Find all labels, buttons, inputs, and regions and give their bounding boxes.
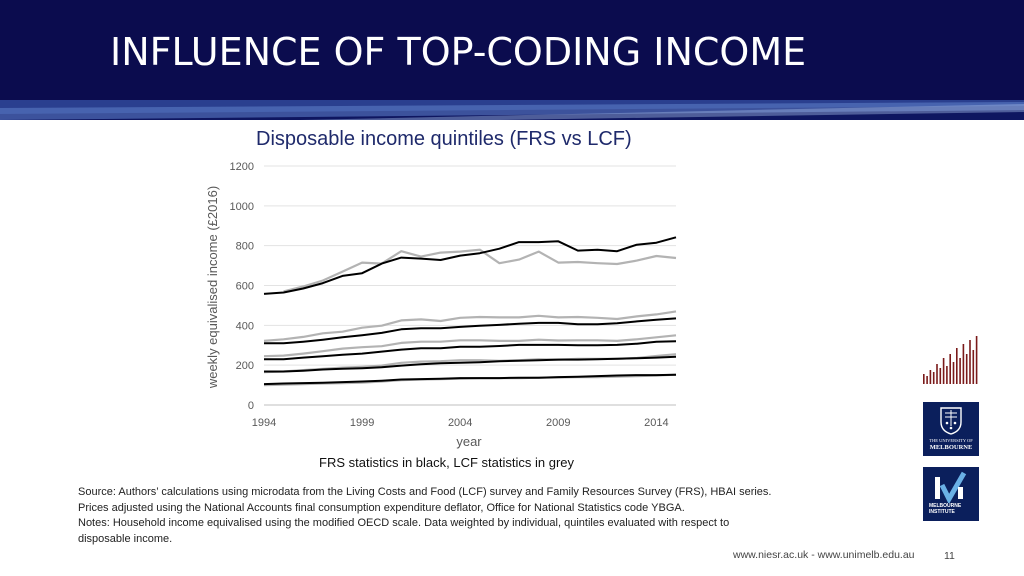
- um-line1: THE UNIVERSITY OF: [929, 438, 973, 443]
- y-tick-label: 1000: [230, 201, 254, 213]
- tick-labels: 0 200 400 600 800 1000 1200 1994 1999 2004 2009 201…: [230, 161, 669, 429]
- crest-icon: [940, 407, 962, 435]
- x-tick-label: 2004: [448, 417, 472, 429]
- decorative-stripe: [0, 100, 1024, 120]
- lcf-series-line: [283, 248, 677, 293]
- chart-heading: Disposable income quintiles (FRS vs LCF): [256, 128, 632, 150]
- y-tick-label: 600: [236, 281, 254, 293]
- source-notes: Source: Authors’ calculations using micr…: [78, 485, 838, 547]
- x-tick-label: 2014: [644, 417, 668, 429]
- frs-series-line: [264, 340, 677, 361]
- line-chart: 0 200 400 600 800 1000 1200 1994 1999 2004 2009 201…: [205, 161, 677, 470]
- niesr-logo: [923, 336, 978, 384]
- university-of-melbourne-logo: THE UNIVERSITY OF MELBOURNE: [923, 402, 979, 456]
- y-tick-label: 1200: [230, 161, 254, 173]
- frs-series-line: [263, 236, 677, 295]
- mi-line2: INSTITUTE: [929, 509, 955, 515]
- header-bar: INFLUENCE OF TOP-CODING INCOME: [0, 0, 1024, 102]
- y-tick-label: 0: [248, 400, 254, 412]
- slide-title: INFLUENCE OF TOP-CODING INCOME: [110, 30, 807, 74]
- um-line2: MELBOURNE: [929, 444, 973, 451]
- page-number: 11: [944, 550, 955, 562]
- footer-links: www.niesr.ac.uk - www.unimelb.edu.au: [733, 549, 915, 561]
- frs-series-line: [264, 317, 677, 345]
- note-line: Prices adjusted using the National Accou…: [78, 501, 685, 514]
- x-axis-label: year: [456, 434, 482, 449]
- note-line: Notes: Household income equivalised usin…: [78, 517, 730, 529]
- gridlines: [264, 165, 676, 366]
- mi-mark-icon: [935, 471, 967, 503]
- lcf-series-line: [263, 310, 677, 342]
- x-tick-label: 2009: [546, 417, 570, 429]
- x-tick-label: 1999: [350, 417, 374, 429]
- frs-series-group: [263, 236, 677, 386]
- x-tick-label: 1994: [252, 417, 276, 429]
- frs-series-line: [264, 355, 677, 373]
- note-line: Source: Authors’ calculations using micr…: [78, 486, 772, 498]
- lcf-series-line: [263, 334, 677, 358]
- y-axis-label: weekly equivalised income (£2016): [205, 186, 220, 389]
- y-tick-label: 400: [236, 320, 254, 332]
- frs-series-line: [263, 373, 677, 386]
- mi-line1: MELBOURNE: [929, 503, 962, 509]
- melbourne-institute-logo: MELBOURNE INSTITUTE: [923, 467, 979, 521]
- note-line: disposable income.: [78, 532, 173, 545]
- chart-caption: FRS statistics in black, LCF statistics …: [319, 455, 575, 470]
- y-tick-label: 200: [236, 360, 254, 372]
- y-tick-label: 800: [236, 241, 254, 253]
